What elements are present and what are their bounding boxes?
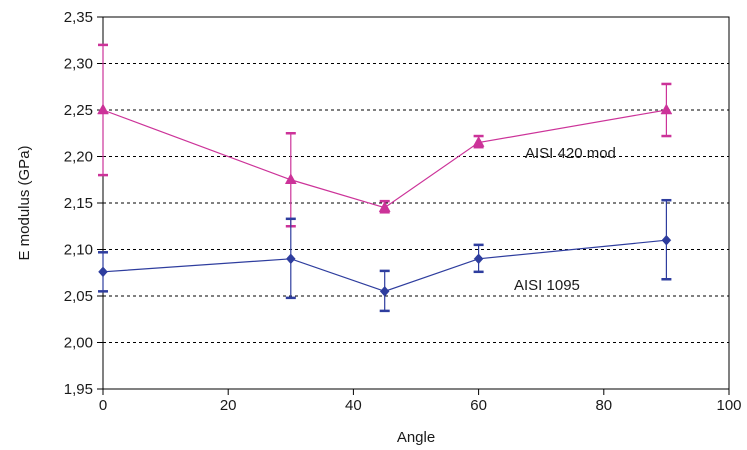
data-point-triangle bbox=[378, 201, 391, 212]
x-tick-label: 100 bbox=[716, 397, 741, 414]
x-axis-title: Angle bbox=[397, 429, 435, 446]
series-aisi-420-mod bbox=[97, 43, 673, 228]
y-tick-labels: 1,95 2,00 2,05 2,10 2,15 2,20 2,25 2,30 2,35 bbox=[64, 9, 93, 398]
y-tick-label: 2,35 bbox=[64, 9, 93, 26]
y-tick-label: 2,25 bbox=[64, 102, 93, 119]
data-point-diamond bbox=[98, 266, 108, 278]
y-tick-label: 2,00 bbox=[64, 335, 93, 352]
series-layer bbox=[97, 43, 673, 313]
data-point-diamond bbox=[473, 253, 484, 265]
x-tick-labels: 0 20 40 60 80 100 bbox=[99, 397, 742, 414]
gridlines bbox=[103, 16, 729, 343]
data-point-diamond bbox=[661, 234, 672, 246]
y-tick-label: 2,15 bbox=[64, 195, 93, 212]
y-tick-label: 2,10 bbox=[64, 242, 93, 259]
axes bbox=[97, 16, 730, 395]
x-tick-label: 60 bbox=[470, 397, 487, 414]
plot-border bbox=[102, 16, 730, 390]
y-tick-label: 2,20 bbox=[64, 149, 93, 166]
data-point-diamond bbox=[285, 253, 296, 265]
data-point-triangle bbox=[97, 103, 109, 115]
y-axis-title: E modulus (GPa) bbox=[16, 145, 33, 260]
data-point-triangle bbox=[660, 103, 673, 115]
y-tick-label: 1,95 bbox=[64, 381, 93, 398]
x-tick-label: 20 bbox=[220, 397, 237, 414]
x-tick-label: 80 bbox=[595, 397, 612, 414]
series-label-aisi-420-mod: AISI 420 mod bbox=[525, 145, 616, 162]
data-point-triangle bbox=[284, 173, 297, 184]
series-label-aisi-1095: AISI 1095 bbox=[514, 277, 580, 294]
x-tick-label: 40 bbox=[345, 397, 362, 414]
series-aisi-1095 bbox=[98, 198, 672, 313]
data-point-diamond bbox=[379, 285, 390, 297]
x-tick-label: 0 bbox=[99, 397, 107, 414]
y-tick-label: 2,05 bbox=[64, 288, 93, 305]
y-tick-label: 2,30 bbox=[64, 56, 93, 73]
data-point-triangle bbox=[472, 136, 485, 147]
